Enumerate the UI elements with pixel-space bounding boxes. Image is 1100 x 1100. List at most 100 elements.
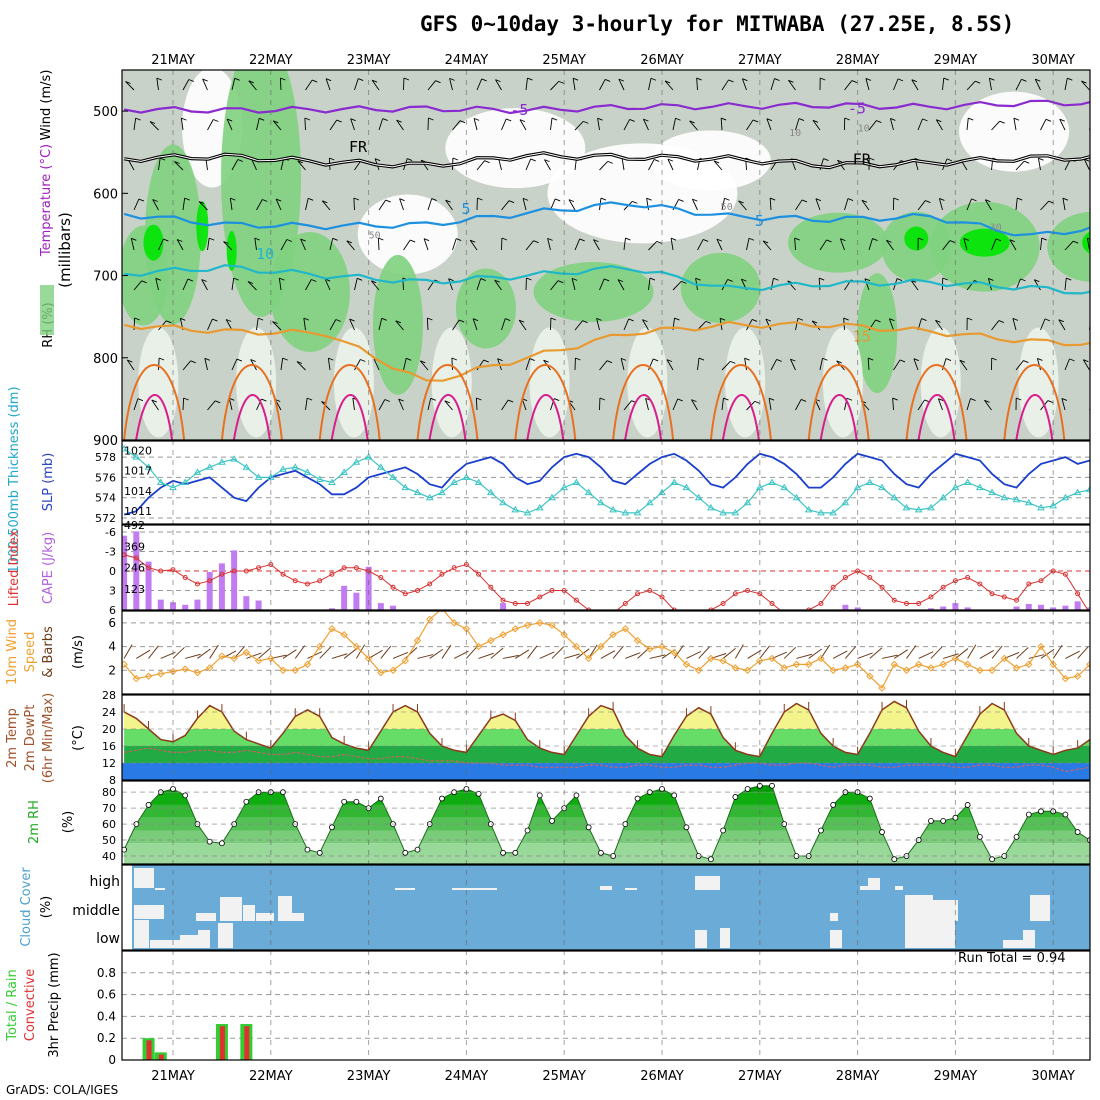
wind-barb [991, 238, 997, 251]
rh-point [243, 798, 250, 805]
li-point [1038, 578, 1044, 584]
li-point [732, 591, 738, 597]
wind-barb [272, 321, 282, 331]
wind-barb [844, 80, 853, 91]
wind-speed-point [670, 648, 678, 657]
surface-isotherm [318, 364, 381, 440]
wind-barb [325, 78, 331, 91]
date-label-top: 28MAY [836, 53, 880, 68]
wind-barb-flag [1020, 278, 1026, 282]
cloud-block [134, 920, 149, 948]
wind-speed-point [646, 645, 654, 653]
rh-point [952, 814, 959, 821]
thickness-point [474, 478, 483, 485]
wind-barb [795, 318, 799, 331]
wind-barb-flag [649, 277, 656, 281]
thickness-point [205, 463, 214, 470]
wind-speed-point [1061, 674, 1070, 683]
wind-barb [844, 198, 849, 211]
date-label-bottom: 28MAY [836, 1069, 880, 1084]
wind-barb [246, 652, 262, 659]
wind-barb [967, 644, 977, 659]
wind-speed-point [1037, 642, 1045, 651]
moist-region [533, 262, 654, 322]
rh-point [500, 849, 506, 856]
dewpoint-fill [122, 763, 1090, 780]
wind-barb [832, 650, 848, 659]
wind-barb-flag [876, 120, 882, 123]
li-tick: 3 [109, 585, 116, 598]
wind-barb [1040, 648, 1055, 659]
wind-speed-point [291, 666, 299, 674]
wind-barb [204, 358, 208, 371]
wind-barb-flag [583, 120, 589, 124]
wind-barb-flag [431, 198, 437, 202]
wind-barb-flag [719, 317, 726, 321]
wind-barb [790, 358, 796, 371]
wind-barb-flag [1037, 357, 1043, 361]
wind-barb [201, 279, 208, 291]
thickness-point [707, 503, 715, 511]
wind-barb-flag [459, 120, 466, 124]
wind-barb-flag [155, 277, 161, 281]
wind-barb [527, 645, 538, 659]
date-label-bottom: 24MAY [445, 1069, 489, 1084]
precip-label-a: Total / Rain [5, 969, 20, 1042]
wind-barb [917, 200, 926, 211]
wind-barb-flag [459, 319, 465, 323]
wind-barb-flag [998, 320, 1005, 323]
rh-point [377, 795, 384, 802]
wind-barb-flag [350, 118, 356, 122]
wind-barb [544, 159, 551, 171]
wind-barb [620, 358, 625, 371]
wind-barb-flag [765, 318, 772, 322]
wind-barb-flag [620, 357, 627, 361]
cloud-block [1023, 930, 1035, 948]
wind-barb [133, 280, 143, 291]
wind-speed-point [560, 631, 568, 639]
wind-barb [427, 198, 433, 211]
diurnal-lobe [236, 327, 277, 438]
wind-barb-flag [975, 80, 981, 84]
wind-barb [1081, 80, 1090, 91]
wind-barb [935, 320, 943, 331]
wind-barb [696, 77, 698, 91]
cloud-block [695, 930, 707, 948]
wind-barb [172, 646, 185, 659]
wind-barb [1083, 159, 1090, 171]
wind-barb [918, 651, 934, 659]
panel-frame [121, 69, 1091, 441]
wind-barb-flag [692, 198, 698, 202]
wind-barb [942, 78, 945, 91]
temp-tick: 16 [102, 740, 116, 753]
thickness-point [914, 505, 923, 513]
wind-barb-flag [530, 158, 536, 162]
panel-frame [121, 780, 1091, 865]
wind-barb [127, 159, 135, 171]
thickness-point [376, 463, 385, 470]
wind-barb-flag [156, 77, 162, 81]
wind-barb [839, 238, 845, 251]
rh-point [891, 856, 898, 863]
contour-label: 50 [369, 231, 381, 242]
wind-barb-flag [406, 357, 412, 361]
wind-barb [617, 279, 625, 291]
wind-barb-flag [209, 237, 215, 241]
cloud-block [1003, 940, 1023, 948]
wind-speed-point [548, 621, 556, 629]
rh-point [964, 802, 971, 808]
wind-barb-flag [751, 318, 758, 322]
wind-barb-flag [480, 278, 486, 282]
surface-isotherm [220, 364, 283, 440]
wind-barb [258, 647, 271, 659]
wind-barb [966, 198, 972, 211]
cloud-block [134, 868, 154, 888]
cloud-block [905, 895, 933, 921]
wind-barb [452, 319, 460, 331]
cloud-block [218, 923, 233, 948]
wind-barb-flag [551, 117, 558, 121]
wind-barb-flag [448, 278, 454, 282]
wind-barb [378, 199, 387, 211]
wind-barb [795, 399, 802, 411]
wind-barb [1059, 119, 1066, 131]
